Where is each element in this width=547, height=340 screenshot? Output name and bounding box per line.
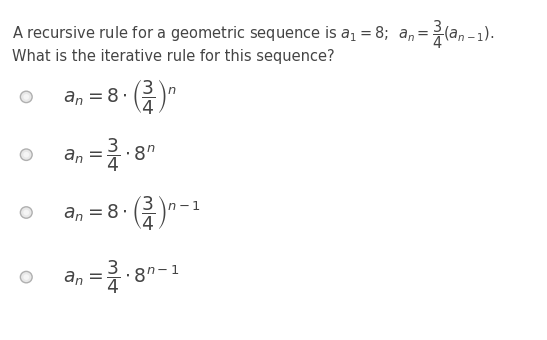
Text: $a_n = \dfrac{3}{4} \cdot 8^{n-1}$: $a_n = \dfrac{3}{4} \cdot 8^{n-1}$ (63, 258, 179, 296)
Ellipse shape (24, 94, 29, 100)
Text: A recursive rule for a geometric sequence is $a_1 = 8$;  $a_n = \dfrac{3}{4}\lef: A recursive rule for a geometric sequenc… (12, 19, 494, 51)
Ellipse shape (24, 274, 29, 280)
Ellipse shape (20, 91, 32, 103)
Text: What is the iterative rule for this sequence?: What is the iterative rule for this sequ… (12, 49, 335, 64)
Ellipse shape (20, 207, 32, 218)
Ellipse shape (24, 210, 29, 215)
Text: $a_n = \dfrac{3}{4} \cdot 8^{n}$: $a_n = \dfrac{3}{4} \cdot 8^{n}$ (63, 136, 155, 174)
Ellipse shape (20, 271, 32, 283)
Text: $a_n = 8 \cdot \left(\dfrac{3}{4}\right)^{n-1}$: $a_n = 8 \cdot \left(\dfrac{3}{4}\right)… (63, 193, 201, 232)
Ellipse shape (24, 152, 29, 157)
Text: $a_n = 8 \cdot \left(\dfrac{3}{4}\right)^{n}$: $a_n = 8 \cdot \left(\dfrac{3}{4}\right)… (63, 78, 177, 116)
Ellipse shape (20, 149, 32, 160)
